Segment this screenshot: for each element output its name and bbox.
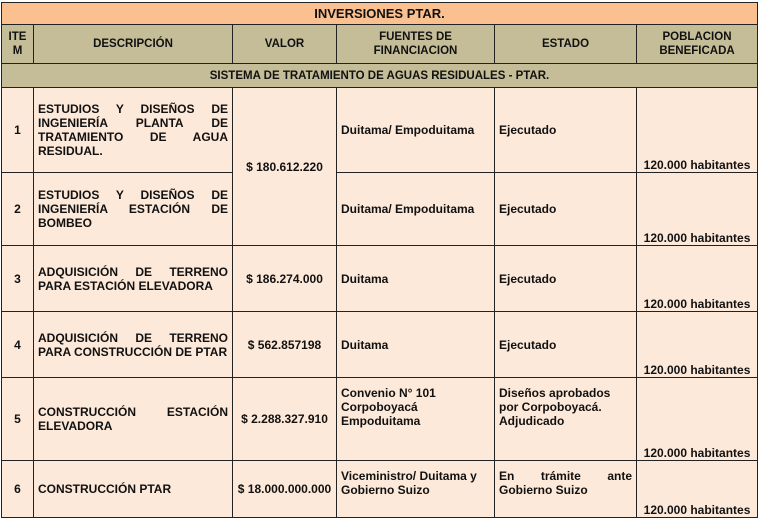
poblacion-cell: 120.000 habitantes	[635, 311, 759, 378]
header-fuentes: FUENTES DE FINANCIACION	[336, 24, 495, 64]
header-item: ITE M	[1, 24, 34, 64]
table-row: 4 ADQUISICIÓN DE TERRENO PARA CONSTRUCCI…	[1, 311, 759, 378]
fuentes-cell: Viceministro/ Duitama y Gobierno Suizo	[336, 460, 495, 518]
desc-cell: ESTUDIOS Y DISEÑOS DE INGENIERÍA PLANTA …	[33, 87, 233, 173]
fuentes-cell: Duitama/ Empoduitama	[336, 172, 495, 246]
valor-cell: $ 186.274.000	[232, 245, 337, 312]
table-row: 1 ESTUDIOS Y DISEÑOS DE INGENIERÍA PLANT…	[1, 87, 759, 246]
table-row: 6 CONSTRUCCIÓN PTAR $ 18.000.000.000 Vic…	[1, 460, 759, 518]
header-poblacion: POBLACION BENEFICADA	[635, 24, 759, 64]
estado-cell: Ejecutado	[494, 245, 637, 312]
desc-cell: ADQUISICIÓN DE TERRENO PARA ESTACIÓN ELE…	[33, 245, 233, 312]
poblacion-cell: 120.000 habitantes	[635, 377, 759, 461]
table-row: 3 ADQUISICIÓN DE TERRENO PARA ESTACIÓN E…	[1, 245, 759, 312]
poblacion-cell: 120.000 habitantes	[635, 245, 759, 312]
desc-cell: CONSTRUCCIÓN PTAR	[33, 460, 233, 518]
valor-cell: $ 18.000.000.000	[232, 460, 337, 518]
valor-cell: $ 180.612.220	[232, 87, 337, 246]
header-valor: VALOR	[232, 24, 337, 64]
poblacion-cell: 120.000 habitantes	[635, 172, 759, 246]
estado-cell: En trámite ante Gobierno Suizo	[494, 460, 637, 518]
item-cell: 2	[1, 172, 34, 246]
header-row: ITE M DESCRIPCIÓN VALOR FUENTES DE FINAN…	[1, 24, 759, 64]
estado-cell: Ejecutado	[494, 311, 637, 378]
fuentes-cell: Convenio N° 101 Corpoboyacá Empoduitama	[336, 377, 495, 461]
estado-cell: Ejecutado	[494, 87, 637, 173]
desc-cell: CONSTRUCCIÓN ESTACIÓN ELEVADORA	[33, 377, 233, 461]
item-cell: 5	[1, 377, 34, 461]
table-row: 2 ESTUDIOS Y DISEÑOS DE INGENIERÍA ESTAC…	[1, 172, 759, 246]
table-row: 5 CONSTRUCCIÓN ESTACIÓN ELEVADORA $ 2.28…	[1, 377, 759, 461]
valor-cell: $ 2.288.327.910	[232, 377, 337, 461]
desc-cell: ESTUDIOS Y DISEÑOS DE INGENIERÍA ESTACIÓ…	[33, 172, 233, 246]
item-cell: 1	[1, 87, 34, 173]
item-cell: 4	[1, 311, 34, 378]
item-cell: 6	[1, 460, 34, 518]
item-cell: 3	[1, 245, 34, 312]
header-estado: ESTADO	[494, 24, 637, 64]
fuentes-cell: Duitama/ Empoduitama	[336, 87, 495, 173]
section-title: SISTEMA DE TRATAMIENTO DE AGUAS RESIDUAL…	[0, 63, 759, 88]
estado-cell: Ejecutado	[494, 172, 637, 246]
header-descripcion: DESCRIPCIÓN	[33, 24, 233, 64]
inversiones-table: INVERSIONES PTAR. ITE M DESCRIPCIÓN VALO…	[0, 2, 759, 518]
estado-cell: Diseños aprobados por Corpoboyacá. Adjud…	[494, 377, 637, 461]
fuentes-cell: Duitama	[336, 245, 495, 312]
poblacion-cell: 120.000 habitantes	[635, 460, 759, 518]
fuentes-cell: Duitama	[336, 311, 495, 378]
valor-cell: $ 562.857198	[232, 311, 337, 378]
poblacion-cell: 120.000 habitantes	[635, 87, 759, 173]
table-title: INVERSIONES PTAR.	[0, 2, 759, 25]
desc-cell: ADQUISICIÓN DE TERRENO PARA CONSTRUCCIÓN…	[33, 311, 233, 378]
